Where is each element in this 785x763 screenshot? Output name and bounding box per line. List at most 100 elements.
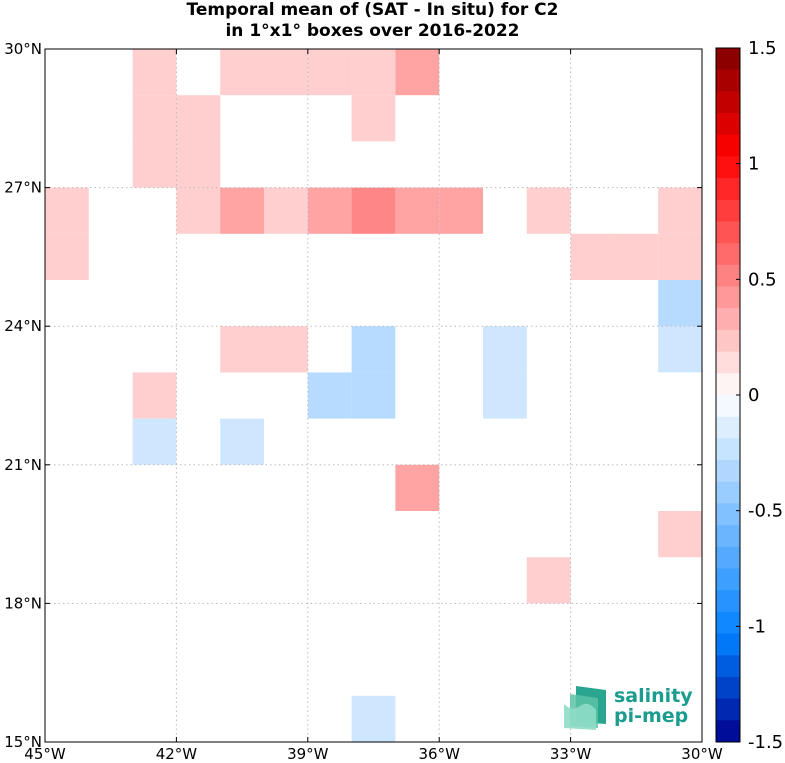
colorbar-segment bbox=[716, 676, 740, 700]
colorbar-segment bbox=[716, 178, 740, 201]
heatmap-cell bbox=[220, 187, 264, 234]
colorbar-segment bbox=[716, 91, 740, 114]
y-tick-label: 18°N bbox=[4, 594, 42, 612]
chart-title-line-2: in 1°x1° boxes over 2016-2022 bbox=[225, 21, 520, 41]
heatmap-cell bbox=[132, 49, 177, 96]
x-tick-label: 36°W bbox=[418, 745, 460, 763]
wave-logo-icon bbox=[564, 686, 606, 730]
colorbar-segment bbox=[716, 481, 740, 504]
heatmap-cell bbox=[658, 233, 702, 280]
heatmap-cell bbox=[351, 326, 396, 373]
colorbar-segment bbox=[716, 590, 740, 613]
logo-word-salinity: salinity bbox=[614, 685, 693, 707]
heatmap-cell bbox=[307, 187, 352, 234]
colorbar-segment bbox=[716, 546, 740, 569]
colorbar-segment bbox=[716, 264, 740, 288]
colorbar-segment bbox=[716, 243, 740, 266]
colorbar-segment bbox=[716, 199, 740, 222]
x-tick-label: 39°W bbox=[287, 745, 329, 763]
heatmap-cell bbox=[395, 49, 440, 96]
heatmap-cell bbox=[658, 511, 702, 558]
heatmap-cell bbox=[45, 233, 89, 280]
heatmap-cell bbox=[264, 326, 308, 373]
heatmap-cell bbox=[395, 187, 440, 234]
heatmap-cell bbox=[220, 418, 264, 465]
colorbar-tick-label: 0 bbox=[748, 385, 759, 406]
colorbar-segment bbox=[716, 113, 740, 136]
y-tick-label: 24°N bbox=[4, 317, 42, 335]
heatmap-cell bbox=[483, 372, 527, 419]
colorbar-segment bbox=[716, 308, 740, 331]
colorbar-tick-label: -1.5 bbox=[748, 732, 783, 753]
colorbar: 1.5 1 0.5 0 -0.5 -1 -1.5 bbox=[715, 38, 783, 753]
heatmap-cell bbox=[176, 187, 221, 234]
colorbar-segment bbox=[716, 416, 740, 439]
colorbar-segment bbox=[716, 395, 740, 418]
heatmap-cell bbox=[132, 418, 177, 465]
heatmap-cell bbox=[176, 141, 221, 188]
logo-word-pi-mep: pi-mep bbox=[614, 705, 689, 727]
y-tick-label: 15°N bbox=[4, 733, 42, 751]
colorbar-segment bbox=[716, 329, 740, 353]
salinity-pi-mep-logo: salinity pi-mep bbox=[562, 684, 702, 732]
heatmap-cell bbox=[132, 372, 177, 419]
colorbar-segment bbox=[716, 438, 740, 461]
x-tick-label: 45°W bbox=[24, 745, 66, 763]
colorbar-segment bbox=[716, 611, 740, 635]
x-tick-label: 33°W bbox=[550, 745, 592, 763]
heatmap-cell bbox=[45, 187, 89, 234]
heatmap-cell bbox=[570, 233, 615, 280]
colorbar-tick-label: -0.5 bbox=[748, 501, 783, 522]
colorbar-segment bbox=[716, 351, 740, 374]
heatmap-cell bbox=[307, 372, 352, 419]
heatmap-cell bbox=[614, 233, 659, 280]
y-tick-label: 27°N bbox=[4, 179, 42, 197]
heatmap-cell bbox=[658, 326, 702, 373]
colorbar-segment bbox=[716, 221, 740, 244]
colorbar-segment bbox=[716, 655, 740, 678]
colorbar-tick-label: 0.5 bbox=[748, 269, 777, 290]
colorbar-segment bbox=[716, 134, 740, 157]
heatmap-cells bbox=[45, 49, 702, 742]
x-axis: 45°W 42°W 39°W 36°W 33°W 30°W bbox=[24, 49, 723, 763]
heatmap-cell bbox=[351, 49, 396, 96]
heatmap-cell bbox=[526, 187, 571, 234]
heatmap-cell bbox=[220, 326, 264, 373]
colorbar-tick-label: 1 bbox=[748, 154, 759, 175]
colorbar-segment bbox=[716, 156, 740, 179]
y-tick-label: 21°N bbox=[4, 456, 42, 474]
heatmap-cell bbox=[264, 49, 308, 96]
heatmap-cell bbox=[483, 326, 527, 373]
colorbar-segment bbox=[716, 698, 740, 721]
heatmap-cell bbox=[526, 557, 571, 604]
colorbar-segment bbox=[716, 568, 740, 591]
x-tick-label: 42°W bbox=[156, 745, 198, 763]
heatmap-cell bbox=[132, 141, 177, 188]
colorbar-segment bbox=[716, 633, 740, 656]
heatmap-cell bbox=[307, 49, 352, 96]
colorbar-segment bbox=[716, 525, 740, 548]
heatmap-cell bbox=[132, 95, 177, 142]
heatmap-cell bbox=[220, 49, 264, 96]
colorbar-segment bbox=[716, 503, 740, 526]
chart-title: Temporal mean of (SAT - In situ) for C2 … bbox=[0, 0, 745, 42]
colorbar-segment bbox=[716, 48, 740, 71]
heatmap-cell bbox=[658, 280, 702, 327]
y-tick-label: 30°N bbox=[4, 40, 42, 58]
heatmap-cell bbox=[395, 464, 440, 511]
colorbar-tick-label: 1.5 bbox=[748, 38, 777, 59]
colorbar-segment bbox=[716, 373, 740, 396]
heatmap-cell bbox=[351, 95, 396, 142]
heatmap-cell bbox=[439, 187, 483, 234]
chart-title-line-1: Temporal mean of (SAT - In situ) for C2 bbox=[186, 0, 559, 20]
heatmap-cell bbox=[351, 695, 396, 742]
colorbar-segment bbox=[716, 460, 740, 483]
heatmap-cell bbox=[351, 187, 396, 234]
heatmap-cell bbox=[176, 95, 221, 142]
heatmap-cell bbox=[264, 187, 308, 234]
plot-frame bbox=[44, 48, 703, 743]
heatmap-cell bbox=[351, 372, 396, 419]
colorbar-segment bbox=[716, 286, 740, 309]
colorbar-segment bbox=[716, 69, 740, 92]
